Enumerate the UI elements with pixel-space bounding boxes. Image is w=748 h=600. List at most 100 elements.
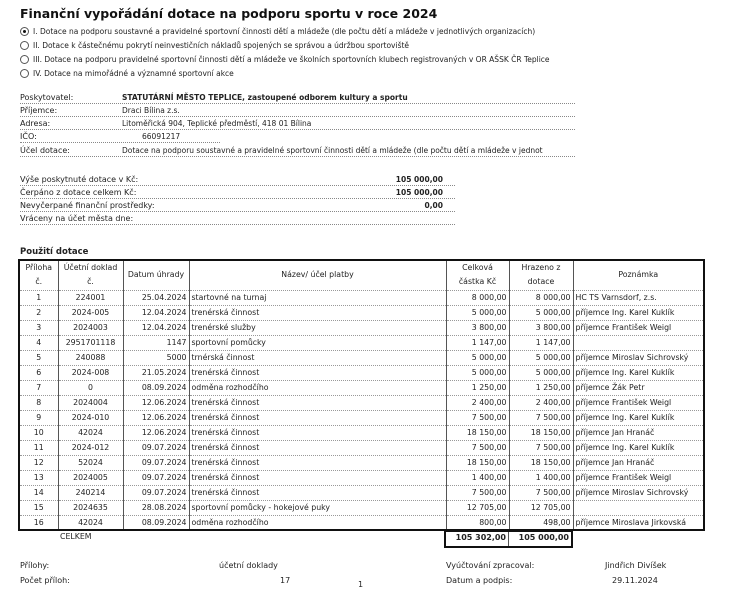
radio-label: II. Dotace k částečnému pokrytí neinvest… <box>33 41 410 50</box>
table-cell: 7 500,00 <box>508 409 574 425</box>
info-recipient: Příjemce: Draci Bílina z.s. <box>20 104 575 117</box>
table-cell: 1 250,00 <box>445 379 510 395</box>
info-value: Draci Bílina z.s. <box>122 106 180 115</box>
table-cell: 1 147,00 <box>445 334 510 350</box>
table-cell: 800,00 <box>445 514 510 530</box>
col-document: Účetní doklad č. <box>57 260 124 290</box>
table-cell: 28.08.2024 <box>122 499 190 515</box>
col-attachment: Příloha č. <box>18 260 59 290</box>
table-cell: 1 <box>18 289 59 305</box>
table-cell: 2024-005 <box>57 304 124 320</box>
table-cell: 2 400,00 <box>508 394 574 410</box>
table-cell: 09.07.2024 <box>122 439 190 455</box>
table-cell: 2024-010 <box>57 409 124 425</box>
table-cell: trenérská činnost <box>188 484 447 500</box>
table-cell: 12.06.2024 <box>122 409 190 425</box>
summary-value: 0,00 <box>424 201 443 210</box>
table-row: 5 240088 5000 trnérská činnost 5 000,00 5 000… <box>18 349 705 365</box>
summary-spent: Čerpáno z dotace celkem Kč: 105 000,00 <box>20 186 455 199</box>
info-label: Účel dotace: <box>20 146 70 155</box>
table-cell: 42024 <box>57 514 124 530</box>
table-cell: 5 000,00 <box>508 364 574 380</box>
table-cell: 7 500,00 <box>445 409 510 425</box>
info-ico: IČO: 66091217 <box>20 130 220 143</box>
table-cell: 12 <box>18 454 59 470</box>
info-label: Poskytovatel: <box>20 93 74 102</box>
radio-label: I. Dotace na podporu soustavné a pravide… <box>33 27 536 36</box>
table-cell: 5000 <box>122 349 190 365</box>
col-date: Datum úhrady <box>122 260 190 290</box>
table-cell: 5 000,00 <box>508 304 574 320</box>
table-cell: 2024-008 <box>57 364 124 380</box>
table-cell: 18 150,00 <box>508 454 574 470</box>
table-cell: 3 800,00 <box>445 319 510 335</box>
total-amount: 105 302,00 <box>446 532 509 546</box>
radio-icon[interactable] <box>20 69 29 78</box>
processed-label: Vyúčtování zpracoval: <box>446 561 535 570</box>
table-cell: 8 <box>18 394 59 410</box>
radio-option-4[interactable]: IV. Dotace na mimořádné a významné sport… <box>20 69 234 78</box>
table-cell: 10 <box>18 424 59 440</box>
table-cell: 2024003 <box>57 319 124 335</box>
page-number: 1 <box>358 580 364 589</box>
table-cell: příjemce Miroslava Jirkovská <box>572 514 705 530</box>
summary-label: Vráceny na účet města dne: <box>20 214 134 223</box>
table-cell: příjemce Jan Hranáč <box>572 424 705 440</box>
table-cell: příjemce František Weigl <box>572 394 705 410</box>
table-cell: 12.04.2024 <box>122 304 190 320</box>
table-row: 13 2024005 09.07.2024 trenérská činnost 1 40… <box>18 469 705 485</box>
table-cell <box>572 499 705 515</box>
table-cell: 3 <box>18 319 59 335</box>
table-cell: 2 400,00 <box>445 394 510 410</box>
table-row: 14 240214 09.07.2024 trenérská činnost 7 500… <box>18 484 705 500</box>
table-cell: trenérská činnost <box>188 394 447 410</box>
table-cell: 13 <box>18 469 59 485</box>
summary-label: Výše poskytnuté dotace v Kč: <box>20 175 139 184</box>
table-cell: trnérská činnost <box>188 349 447 365</box>
col-purpose: Název/ účel platby <box>188 260 447 290</box>
radio-icon[interactable] <box>20 55 29 64</box>
table-cell: 224001 <box>57 289 124 305</box>
table-cell: 498,00 <box>508 514 574 530</box>
radio-option-3[interactable]: III. Dotace na podporu pravidelné sporto… <box>20 55 550 64</box>
radio-selected-icon[interactable] <box>20 27 29 36</box>
table-cell: příjemce Ing. Karel Kuklík <box>572 439 705 455</box>
info-purpose: Účel dotace: Dotace na podporu soustavné … <box>20 144 575 157</box>
col-total: Celková částka Kč <box>445 260 510 290</box>
table-cell: 2024-012 <box>57 439 124 455</box>
table-cell: trenérská činnost <box>188 409 447 425</box>
table-cell: příjemce Ing. Karel Kuklík <box>572 409 705 425</box>
radio-label: IV. Dotace na mimořádné a významné sport… <box>33 69 234 78</box>
totals-box: 105 302,00 105 000,00 <box>444 530 573 548</box>
radio-icon[interactable] <box>20 41 29 50</box>
count-label: Počet příloh: <box>20 576 70 585</box>
table-header: Příloha č. Účetní doklad č. Datum úhrady… <box>18 260 705 290</box>
date-value: 29.11.2024 <box>612 576 658 585</box>
table-cell: 42024 <box>57 424 124 440</box>
table-row: 16 42024 08.09.2024 odměna rozhodčího 800,00… <box>18 514 705 530</box>
radio-option-2[interactable]: II. Dotace k částečnému pokrytí neinvest… <box>20 41 409 50</box>
expense-table: Příloha č. Účetní doklad č. Datum úhrady… <box>18 259 705 531</box>
table-row: 8 2024004 12.06.2024 trenérská činnost 2 400… <box>18 394 705 410</box>
table-cell: 8 000,00 <box>508 289 574 305</box>
table-cell: 240088 <box>57 349 124 365</box>
usage-heading: Použití dotace <box>20 247 89 257</box>
table-cell: 7 500,00 <box>508 484 574 500</box>
table-cell: sportovní pomůcky <box>188 334 447 350</box>
processed-value: Jindřich Divíšek <box>605 561 667 570</box>
table-cell: 12 705,00 <box>508 499 574 515</box>
attachments-value: účetní doklady <box>219 561 278 570</box>
table-cell: 18 150,00 <box>445 424 510 440</box>
table-cell: trenérská činnost <box>188 439 447 455</box>
table-cell: 7 500,00 <box>445 484 510 500</box>
table-cell: 09.07.2024 <box>122 454 190 470</box>
table-cell: příjemce Miroslav Sichrovský <box>572 484 705 500</box>
table-cell: odměna rozhodčího <box>188 379 447 395</box>
attachments-label: Přílohy: <box>20 561 50 570</box>
table-cell: trenérská činnost <box>188 454 447 470</box>
table-row: 12 52024 09.07.2024 trenérská činnost 18 150… <box>18 454 705 470</box>
radio-option-1[interactable]: I. Dotace na podporu soustavné a pravide… <box>20 27 535 36</box>
total-subsidy: 105 000,00 <box>518 533 569 542</box>
info-value: Litoměřická 904, Teplické předměstí, 418… <box>122 119 312 128</box>
table-cell: 25.04.2024 <box>122 289 190 305</box>
